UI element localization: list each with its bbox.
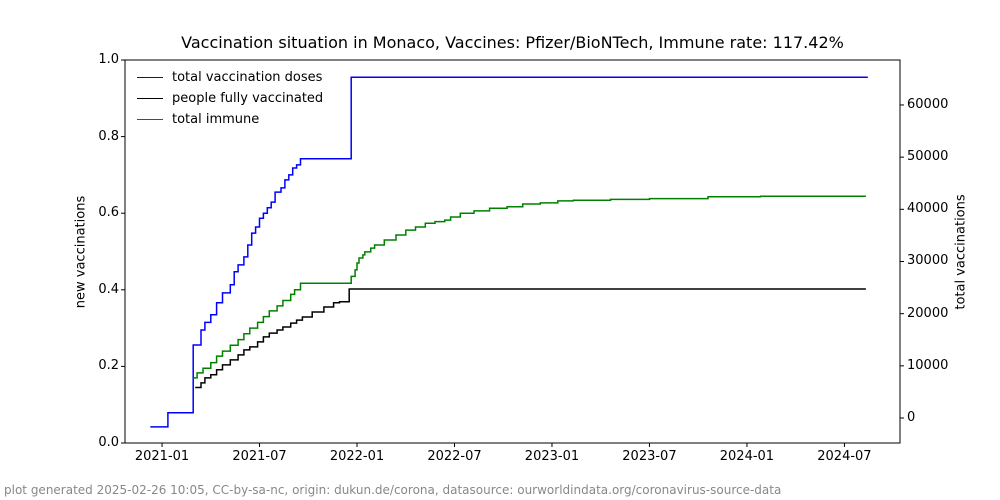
legend-label: total vaccination doses xyxy=(172,70,323,85)
left-tick-label-1.0: 1.0 xyxy=(98,52,119,67)
series-line-total-vaccination-doses xyxy=(150,76,868,428)
x-tick-label-2024-01: 2024-01 xyxy=(719,449,775,464)
legend-label: people fully vaccinated xyxy=(172,91,324,106)
right-tick-label-20000: 20000 xyxy=(907,305,949,321)
x-tick-label-2021-07: 2021-07 xyxy=(232,449,287,464)
x-tick-label-2022-01: 2022-01 xyxy=(329,449,385,464)
legend-label: total immune xyxy=(172,112,260,127)
x-tick-label-2023-07: 2023-07 xyxy=(622,449,677,464)
footer-note: plot generated 2025-02-26 10:05, CC-by-s… xyxy=(4,483,782,497)
left-tick-label-0.6: 0.6 xyxy=(98,205,119,221)
legend-row-people-fully-vaccinated: people fully vaccinated xyxy=(137,88,323,109)
legend-line-sample xyxy=(137,77,163,78)
chart-title: Vaccination situation in Monaco, Vaccine… xyxy=(181,33,844,52)
axes-frame xyxy=(124,59,901,444)
left-tick-label-0.0: 0.0 xyxy=(98,435,119,450)
x-tick-label-2023-01: 2023-01 xyxy=(524,449,580,464)
right-tick-label-0: 0 xyxy=(907,410,916,425)
series-line-people-fully-vaccinated xyxy=(195,288,866,389)
legend-line-sample xyxy=(137,98,163,99)
right-tick-label-60000: 60000 xyxy=(907,96,949,112)
left-tick-label-0.2: 0.2 xyxy=(98,358,119,374)
x-tick-label-2024-07: 2024-07 xyxy=(817,449,872,464)
left-tick-label-0.8: 0.8 xyxy=(98,128,119,144)
legend-line-sample xyxy=(137,119,163,120)
series-line-total-immune xyxy=(193,195,866,379)
right-tick-label-30000: 30000 xyxy=(907,253,949,269)
legend: total vaccination doses people fully vacc… xyxy=(137,67,323,130)
left-tick-label-0.4: 0.4 xyxy=(98,281,119,297)
legend-row-total-vaccination-doses: total vaccination doses xyxy=(137,67,323,88)
x-tick-label-2021-01: 2021-01 xyxy=(134,449,190,464)
right-tick-label-50000: 50000 xyxy=(907,149,949,165)
legend-row-total-immune: total immune xyxy=(137,109,323,130)
x-tick-label-2022-07: 2022-07 xyxy=(427,449,482,464)
right-tick-label-40000: 40000 xyxy=(907,201,949,217)
right-tick-label-10000: 10000 xyxy=(907,357,949,373)
